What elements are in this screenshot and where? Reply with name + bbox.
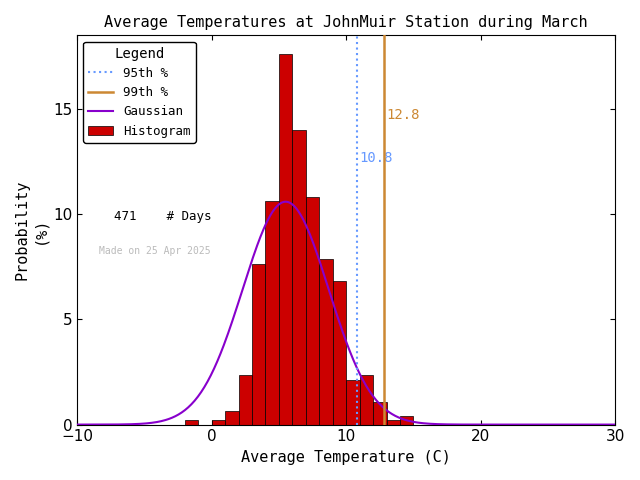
Text: 10.8: 10.8: [359, 151, 392, 165]
Bar: [252, 264, 266, 425]
Bar: [373, 402, 387, 425]
Bar: [185, 420, 198, 425]
Text: 12.8: 12.8: [386, 108, 419, 122]
Bar: [319, 259, 333, 425]
Text: Made on 25 Apr 2025: Made on 25 Apr 2025: [99, 246, 210, 255]
Bar: [387, 420, 400, 425]
Text: 471    # Days: 471 # Days: [99, 211, 211, 224]
Legend: 95th %, 99th %, Gaussian, Histogram: 95th %, 99th %, Gaussian, Histogram: [83, 42, 196, 143]
Bar: [279, 54, 292, 425]
Bar: [292, 130, 306, 425]
Bar: [333, 281, 346, 425]
Y-axis label: Probability
(%): Probability (%): [15, 180, 47, 280]
Title: Average Temperatures at JohnMuir Station during March: Average Temperatures at JohnMuir Station…: [104, 15, 588, 30]
Bar: [346, 380, 360, 425]
Bar: [360, 375, 373, 425]
Bar: [212, 420, 225, 425]
Bar: [306, 197, 319, 425]
Bar: [239, 375, 252, 425]
Bar: [400, 416, 413, 425]
Bar: [225, 411, 239, 425]
Bar: [266, 201, 279, 425]
X-axis label: Average Temperature (C): Average Temperature (C): [241, 450, 451, 465]
